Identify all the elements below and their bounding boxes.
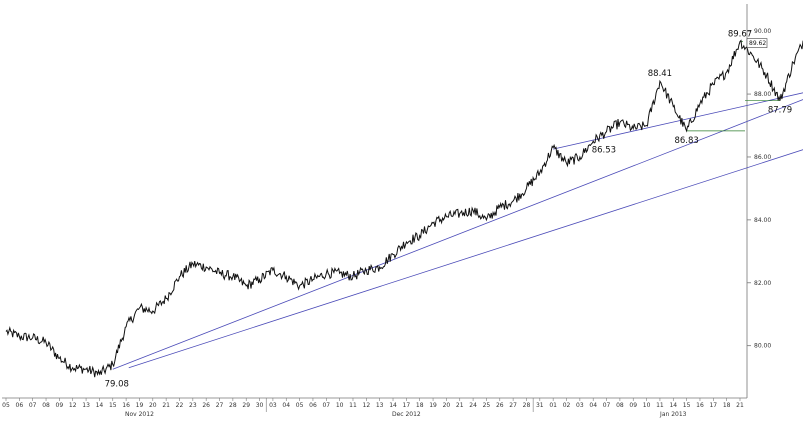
price-annotation: 79.08 (105, 380, 129, 390)
x-tick-label: 15 (683, 402, 691, 409)
x-tick-label: 15 (109, 402, 117, 409)
x-axis-ticks: 05 06 07 08 09 12 13 14 15 16 19 20 21 22 23 26 27 28 29 30… (2, 398, 744, 418)
x-tick-label: 10 (336, 402, 344, 409)
last-value-label: 89.62 (749, 40, 766, 47)
x-tick-label: 23 (189, 402, 197, 409)
y-tick-label: 84.00 (754, 217, 771, 224)
x-month-label: Jan 2013 (659, 411, 687, 418)
x-month-label: Dec 2012 (392, 411, 421, 418)
x-tick-label: 21 (162, 402, 170, 409)
x-tick-label: 17 (403, 402, 411, 409)
x-tick-label: 19 (429, 402, 437, 409)
last-value-marker: 89.62 (746, 38, 768, 48)
x-tick-label: 04 (282, 402, 290, 409)
x-tick-label: 05 (296, 402, 304, 409)
x-tick-label: 16 (696, 402, 704, 409)
x-tick-label: 03 (269, 402, 277, 409)
x-tick-label: 06 (309, 402, 317, 409)
x-tick-label: 27 (509, 402, 517, 409)
x-tick-label: 22 (176, 402, 184, 409)
x-tick-label: 25 (483, 402, 491, 409)
x-tick-label: 30 (256, 402, 264, 409)
x-tick-label: 14 (669, 402, 677, 409)
x-tick-label: 27 (216, 402, 224, 409)
x-tick-label: 07 (29, 402, 37, 409)
price-annotation: 86.53 (592, 145, 616, 155)
x-tick-label: 24 (469, 402, 477, 409)
x-tick-label: 26 (496, 402, 504, 409)
x-tick-label: 21 (456, 402, 464, 409)
price-series-layer (5, 39, 803, 378)
price-annotation: 89.67 (728, 30, 752, 40)
y-tick-label: 80.00 (754, 343, 771, 350)
x-tick-label: 01 (549, 402, 557, 409)
price-annotation: 86.83 (674, 136, 698, 146)
x-tick-label: 12 (363, 402, 371, 409)
trendline-0 (112, 99, 803, 370)
x-tick-label: 13 (82, 402, 90, 409)
last-value-box (746, 38, 768, 48)
x-tick-label: 09 (629, 402, 637, 409)
x-tick-label: 06 (16, 402, 24, 409)
x-tick-label: 28 (229, 402, 237, 409)
x-tick-label: 29 (242, 402, 250, 409)
price-series-line (5, 39, 803, 378)
x-tick-label: 02 (563, 402, 571, 409)
x-tick-label: 07 (603, 402, 611, 409)
x-tick-label: 16 (122, 402, 130, 409)
x-tick-label: 10 (643, 402, 651, 409)
x-month-label: Nov 2012 (125, 411, 154, 418)
y-tick-label: 88.00 (754, 91, 771, 98)
x-tick-label: 05 (2, 402, 10, 409)
x-tick-label: 19 (136, 402, 144, 409)
x-tick-label: 21 (736, 402, 744, 409)
y-tick-label: 86.00 (754, 154, 771, 161)
x-tick-label: 18 (723, 402, 731, 409)
x-tick-label: 11 (656, 402, 664, 409)
y-tick-label: 90.00 (754, 28, 771, 35)
x-tick-label: 17 (709, 402, 717, 409)
y-axis-ticks: 80.00 82.00 84.00 86.00 88.00 90.00 (747, 28, 771, 350)
x-tick-label: 31 (536, 402, 544, 409)
x-tick-label: 28 (523, 402, 531, 409)
x-tick-label: 09 (56, 402, 64, 409)
x-tick-label: 07 (322, 402, 330, 409)
price-annotation: 88.41 (648, 69, 672, 79)
x-tick-label: 12 (69, 402, 77, 409)
x-tick-label: 18 (416, 402, 424, 409)
trendline-2 (128, 149, 803, 369)
x-tick-label: 11 (349, 402, 357, 409)
x-tick-label: 14 (96, 402, 104, 409)
x-tick-label: 13 (376, 402, 384, 409)
x-tick-label: 08 (616, 402, 624, 409)
x-tick-label: 20 (149, 402, 157, 409)
x-tick-label: 20 (443, 402, 451, 409)
x-tick-label: 04 (589, 402, 597, 409)
x-tick-label: 03 (576, 402, 584, 409)
price-annotation: 87.79 (768, 106, 792, 116)
y-tick-label: 82.00 (754, 280, 771, 287)
x-tick-label: 14 (389, 402, 397, 409)
x-tick-label: 26 (202, 402, 210, 409)
x-tick-label: 08 (42, 402, 50, 409)
